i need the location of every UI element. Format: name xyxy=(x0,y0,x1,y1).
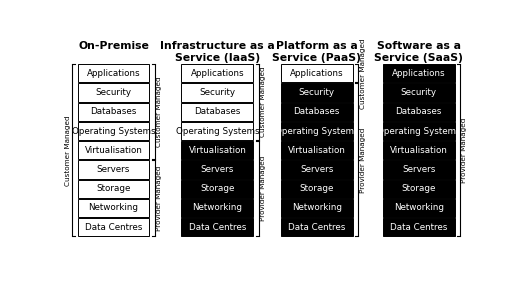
Text: Provider Managed: Provider Managed xyxy=(156,166,162,231)
Text: Provider Managed: Provider Managed xyxy=(462,118,467,183)
Bar xyxy=(281,199,353,217)
Text: Storage: Storage xyxy=(299,184,334,193)
Text: Databases: Databases xyxy=(294,107,340,116)
Text: Security: Security xyxy=(95,88,131,97)
Text: Networking: Networking xyxy=(192,203,242,212)
Text: Data Centres: Data Centres xyxy=(189,223,246,232)
Text: Customer Managed: Customer Managed xyxy=(65,115,70,186)
Text: Provider Managed: Provider Managed xyxy=(360,127,366,193)
Text: Networking: Networking xyxy=(292,203,342,212)
Bar xyxy=(181,160,253,179)
Bar xyxy=(281,218,353,236)
Bar xyxy=(181,122,253,140)
Bar xyxy=(77,199,149,217)
Bar xyxy=(281,122,353,140)
Text: Data Centres: Data Centres xyxy=(390,223,447,232)
Bar xyxy=(281,84,353,102)
Text: Software as a
Service (SaaS): Software as a Service (SaaS) xyxy=(374,41,463,63)
Text: Databases: Databases xyxy=(194,107,241,116)
Text: Databases: Databases xyxy=(90,107,137,116)
Bar xyxy=(383,64,455,82)
Bar xyxy=(281,180,353,198)
Text: Applications: Applications xyxy=(290,69,343,78)
Bar xyxy=(181,218,253,236)
Text: Customer Managed: Customer Managed xyxy=(260,67,266,137)
Bar xyxy=(383,84,455,102)
Text: Security: Security xyxy=(401,88,437,97)
Text: Platform as a
Service (PaaS): Platform as a Service (PaaS) xyxy=(272,41,361,63)
Bar xyxy=(281,64,353,82)
Text: Virtualisation: Virtualisation xyxy=(390,146,448,155)
Bar xyxy=(77,180,149,198)
Text: Servers: Servers xyxy=(402,165,435,174)
Text: Virtualisation: Virtualisation xyxy=(189,146,246,155)
Bar xyxy=(77,64,149,82)
Text: Applications: Applications xyxy=(392,69,446,78)
Text: Servers: Servers xyxy=(300,165,333,174)
Bar xyxy=(77,84,149,102)
Text: Operating Systems: Operating Systems xyxy=(275,127,359,135)
Bar xyxy=(77,141,149,159)
Bar xyxy=(383,180,455,198)
Text: Data Centres: Data Centres xyxy=(85,223,142,232)
Bar xyxy=(181,180,253,198)
Text: Databases: Databases xyxy=(395,107,442,116)
Text: Operating Systems: Operating Systems xyxy=(72,127,155,135)
Text: Networking: Networking xyxy=(394,203,444,212)
Bar xyxy=(181,84,253,102)
Text: Applications: Applications xyxy=(87,69,140,78)
Text: Security: Security xyxy=(299,88,335,97)
Text: Customer Managed: Customer Managed xyxy=(360,38,366,109)
Bar xyxy=(181,64,253,82)
Bar xyxy=(281,103,353,121)
Text: Virtualisation: Virtualisation xyxy=(85,146,143,155)
Text: Virtualisation: Virtualisation xyxy=(288,146,346,155)
Text: Servers: Servers xyxy=(97,165,130,174)
Text: Servers: Servers xyxy=(201,165,234,174)
Text: Networking: Networking xyxy=(89,203,138,212)
Text: On-Premise: On-Premise xyxy=(78,41,149,51)
Bar xyxy=(383,218,455,236)
Bar xyxy=(383,141,455,159)
Text: Storage: Storage xyxy=(96,184,131,193)
Text: Infrastructure as a
Service (IaaS): Infrastructure as a Service (IaaS) xyxy=(160,41,275,63)
Text: Storage: Storage xyxy=(200,184,235,193)
Bar xyxy=(77,103,149,121)
Bar xyxy=(77,218,149,236)
Bar xyxy=(281,141,353,159)
Text: Operating Systems: Operating Systems xyxy=(175,127,259,135)
Bar xyxy=(181,103,253,121)
Bar xyxy=(77,160,149,179)
Text: Storage: Storage xyxy=(402,184,436,193)
Bar xyxy=(281,160,353,179)
Text: Provider Managed: Provider Managed xyxy=(260,156,266,221)
Bar xyxy=(383,199,455,217)
Text: Operating Systems: Operating Systems xyxy=(377,127,461,135)
Bar xyxy=(383,160,455,179)
Bar xyxy=(383,122,455,140)
Text: Customer Managed: Customer Managed xyxy=(156,76,162,147)
Bar xyxy=(383,103,455,121)
Bar xyxy=(181,199,253,217)
Bar xyxy=(181,141,253,159)
Text: Data Centres: Data Centres xyxy=(288,223,346,232)
Text: Security: Security xyxy=(199,88,235,97)
Text: Applications: Applications xyxy=(191,69,244,78)
Bar xyxy=(77,122,149,140)
